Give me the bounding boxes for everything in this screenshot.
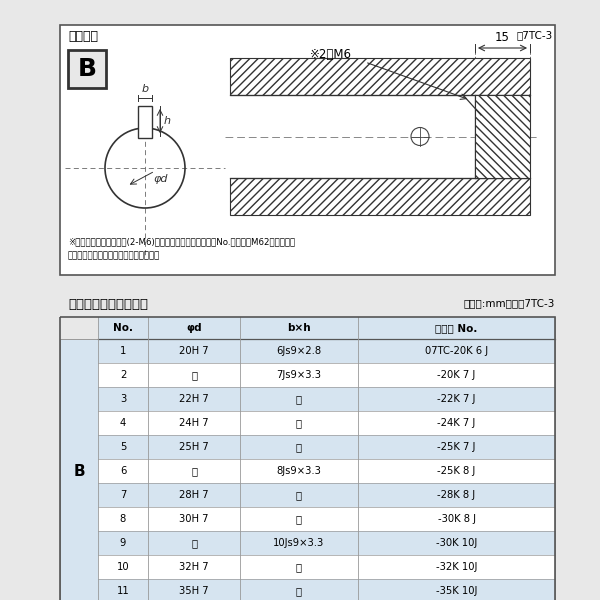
Text: -35K 10J: -35K 10J — [436, 586, 477, 596]
Text: -30K 10J: -30K 10J — [436, 538, 477, 548]
Text: 30H 7: 30H 7 — [179, 514, 209, 524]
Text: 9: 9 — [120, 538, 126, 548]
Text: 〃: 〃 — [296, 490, 302, 500]
Text: 〃: 〃 — [296, 394, 302, 404]
Text: 1: 1 — [120, 346, 126, 356]
Bar — [98, 459, 555, 483]
Text: 15: 15 — [495, 31, 510, 44]
Text: -20K 7 J: -20K 7 J — [437, 370, 476, 380]
Text: 4: 4 — [120, 418, 126, 428]
Bar — [98, 387, 555, 411]
Text: b×h: b×h — [287, 323, 311, 333]
Text: B: B — [73, 463, 85, 479]
Bar — [60, 25, 555, 275]
Text: b: b — [142, 84, 149, 94]
Text: 〃: 〃 — [296, 442, 302, 452]
Text: -24K 7 J: -24K 7 J — [437, 418, 476, 428]
Bar — [60, 339, 98, 600]
Text: B: B — [77, 57, 97, 81]
Bar — [230, 58, 530, 95]
Text: 3: 3 — [120, 394, 126, 404]
Text: 11: 11 — [116, 586, 130, 596]
Bar — [138, 106, 152, 138]
Text: 7: 7 — [120, 490, 126, 500]
Text: 軸穴形状コード一覧表: 軸穴形状コード一覧表 — [68, 298, 148, 311]
Text: -22K 7 J: -22K 7 J — [437, 394, 476, 404]
Text: 22H 7: 22H 7 — [179, 394, 209, 404]
Text: 24H 7: 24H 7 — [179, 418, 209, 428]
Text: 32H 7: 32H 7 — [179, 562, 209, 572]
Text: 〃: 〃 — [296, 514, 302, 524]
Bar — [98, 411, 555, 435]
Text: コード No.: コード No. — [436, 323, 478, 333]
Text: φd: φd — [186, 323, 202, 333]
Text: 35H 7: 35H 7 — [179, 586, 209, 596]
Bar — [98, 317, 555, 339]
Text: -30K 8 J: -30K 8 J — [437, 514, 476, 524]
Text: 8: 8 — [120, 514, 126, 524]
Bar — [98, 363, 555, 387]
Text: 5: 5 — [120, 442, 126, 452]
Bar — [98, 435, 555, 459]
Text: 6: 6 — [120, 466, 126, 476]
Bar — [68, 50, 106, 88]
Text: 〃: 〃 — [191, 538, 197, 548]
Text: 20H 7: 20H 7 — [179, 346, 209, 356]
Text: -25K 8 J: -25K 8 J — [437, 466, 476, 476]
Text: No.: No. — [113, 323, 133, 333]
Bar — [98, 555, 555, 579]
Text: -32K 10J: -32K 10J — [436, 562, 477, 572]
Bar — [98, 531, 555, 555]
Text: -28K 8 J: -28K 8 J — [437, 490, 476, 500]
Text: h: h — [164, 116, 171, 126]
Text: （単位:mm）　表7TC-3: （単位:mm） 表7TC-3 — [464, 298, 555, 308]
Text: 〃: 〃 — [296, 562, 302, 572]
Text: φd: φd — [153, 174, 167, 184]
Text: （セットボルトは付属されています。）: （セットボルトは付属されています。） — [68, 251, 160, 260]
Bar — [475, 95, 530, 178]
Text: 07TC-20K 6 J: 07TC-20K 6 J — [425, 346, 488, 356]
Bar — [60, 317, 555, 600]
Text: -25K 7 J: -25K 7 J — [437, 442, 476, 452]
Bar — [98, 483, 555, 507]
Text: 28H 7: 28H 7 — [179, 490, 209, 500]
Bar — [98, 579, 555, 600]
Text: 〃: 〃 — [191, 466, 197, 476]
Text: 軸穴形状: 軸穴形状 — [68, 30, 98, 43]
Text: 10Js9×3.3: 10Js9×3.3 — [274, 538, 325, 548]
Text: 〃: 〃 — [296, 418, 302, 428]
Text: 7Js9×3.3: 7Js9×3.3 — [277, 370, 322, 380]
Text: 8Js9×3.3: 8Js9×3.3 — [277, 466, 322, 476]
Text: 25H 7: 25H 7 — [179, 442, 209, 452]
Text: ※2－M6: ※2－M6 — [310, 48, 352, 61]
Bar — [98, 339, 555, 363]
Text: ※セットボルト用タップ(2-M6)が必要な場合は右記コードNo.の末尾にM62を付ける。: ※セットボルト用タップ(2-M6)が必要な場合は右記コードNo.の末尾にM62を… — [68, 237, 295, 246]
Text: 〃: 〃 — [296, 586, 302, 596]
Text: 図7TC-3: 図7TC-3 — [517, 30, 553, 40]
Text: 〃: 〃 — [191, 370, 197, 380]
Text: 6Js9×2.8: 6Js9×2.8 — [277, 346, 322, 356]
Bar — [98, 507, 555, 531]
Text: 2: 2 — [120, 370, 126, 380]
Bar — [230, 178, 530, 215]
Text: 10: 10 — [116, 562, 130, 572]
Bar — [230, 95, 530, 178]
